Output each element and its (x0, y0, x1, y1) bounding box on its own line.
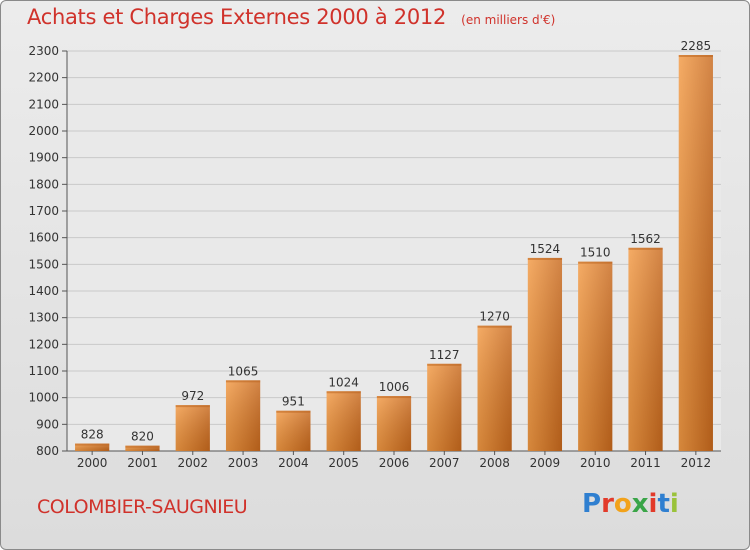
data-label: 1006 (379, 380, 410, 394)
bar-shade (477, 325, 512, 451)
bar-top (326, 391, 361, 394)
bar-shade (125, 445, 160, 451)
logo-letter: t (657, 489, 670, 519)
logo-letter: r (601, 489, 614, 519)
data-label: 1065 (228, 364, 259, 378)
x-tick-label: 2010 (580, 456, 611, 470)
bar-shade (326, 391, 361, 451)
bar-shade (578, 261, 613, 451)
data-label: 972 (181, 389, 204, 403)
bar-shade (175, 405, 210, 451)
y-tick-label: 2000 (28, 124, 59, 138)
x-tick-label: 2007 (429, 456, 460, 470)
x-tick-label: 2005 (328, 456, 359, 470)
x-tick-label: 2004 (278, 456, 309, 470)
y-tick-label: 1500 (28, 257, 59, 271)
data-label: 820 (131, 430, 154, 444)
chart-header: Achats et Charges Externes 2000 à 2012 (… (27, 5, 555, 29)
x-tick-label: 2008 (479, 456, 510, 470)
bar-shade (427, 363, 462, 451)
bar-shade (678, 55, 713, 451)
y-tick-label: 1600 (28, 231, 59, 245)
data-label: 1127 (429, 348, 460, 362)
y-tick-label: 800 (36, 444, 59, 458)
y-tick-label: 1300 (28, 311, 59, 325)
bar-top (427, 363, 462, 366)
y-tick-label: 1900 (28, 151, 59, 165)
bar-top (477, 325, 512, 328)
bar-top (678, 55, 713, 57)
bar-shade (527, 257, 563, 451)
data-label: 828 (81, 428, 104, 442)
proxiti-logo: Proxiti (582, 489, 679, 519)
y-tick-label: 2300 (28, 44, 59, 58)
data-label: 1270 (479, 310, 510, 324)
y-tick-label: 2100 (28, 97, 59, 111)
x-tick-label: 2001 (127, 456, 158, 470)
data-label: 1024 (328, 375, 359, 389)
data-label: 1562 (630, 232, 661, 246)
logo-letter: x (631, 489, 649, 519)
bar-top (628, 247, 663, 250)
logo-letter: P (582, 489, 602, 519)
bar-top (75, 443, 110, 446)
y-tick-label: 1400 (28, 284, 59, 298)
chart-title: Achats et Charges Externes 2000 à 2012 (27, 5, 447, 29)
y-tick-label: 1800 (28, 177, 59, 191)
x-tick-label: 2006 (379, 456, 410, 470)
bar-shade (276, 410, 311, 451)
x-tick-label: 2000 (77, 456, 108, 470)
logo-letter: o (613, 489, 632, 519)
x-tick-label: 2003 (228, 456, 259, 470)
x-tick-label: 2009 (530, 456, 561, 470)
data-label: 951 (282, 395, 305, 409)
bar-top (376, 396, 412, 399)
bar-top (225, 380, 261, 383)
x-tick-label: 2012 (681, 456, 712, 470)
data-label: 1524 (530, 242, 561, 256)
bar-top (125, 445, 160, 448)
bar-shade (628, 247, 663, 451)
location-name: COLOMBIER-SAUGNIEU (37, 496, 248, 518)
logo-letter: i (669, 489, 679, 519)
data-label: 1510 (580, 246, 611, 260)
x-tick-label: 2011 (630, 456, 661, 470)
bar-top (175, 405, 210, 408)
y-tick-label: 1000 (28, 391, 59, 405)
chart-subtitle: (en milliers d'€) (461, 13, 556, 27)
y-tick-label: 1700 (28, 204, 59, 218)
x-tick-label: 2002 (177, 456, 208, 470)
y-tick-label: 2200 (28, 71, 59, 85)
bar-shade (75, 443, 110, 451)
bar-shade (376, 396, 412, 451)
bar-top (276, 410, 311, 413)
bar-top (578, 261, 613, 264)
data-label: 2285 (681, 39, 712, 53)
bar-top (527, 257, 563, 260)
y-tick-label: 900 (36, 417, 59, 431)
logo-letter: i (648, 489, 658, 519)
y-tick-label: 1100 (28, 364, 59, 378)
y-tick-label: 1200 (28, 337, 59, 351)
bar-shade (225, 380, 261, 451)
